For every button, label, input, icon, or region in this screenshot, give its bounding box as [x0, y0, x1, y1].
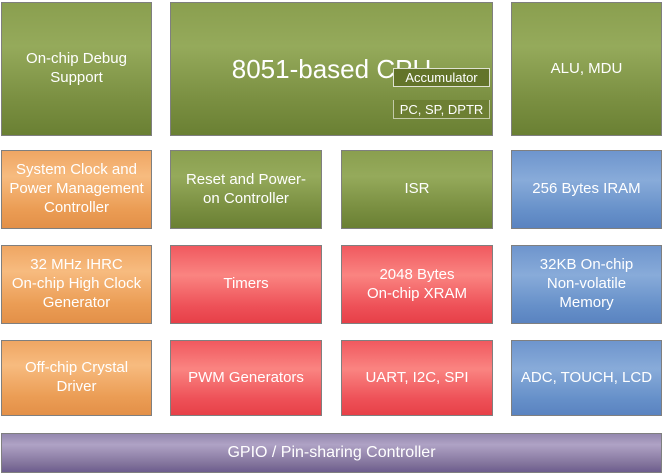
block-iram: 256 Bytes IRAM [511, 150, 662, 229]
block-label: 2048 Bytes On-chip XRAM [366, 265, 468, 302]
block-non-volatile-memory: 32KB On-chip Non-volatile Memory [511, 245, 662, 324]
block-label: 32 MHz IHRC On-chip High Clock Generator [11, 256, 142, 311]
block-8051-cpu: 8051-based CPU Accumulator PC, SP, DPTR [170, 2, 493, 136]
block-system-clock-power-management: System Clock and Power Management Contro… [1, 150, 152, 229]
block-isr: ISR [341, 150, 493, 229]
cpu-registers-group: Accumulator PC, SP, DPTR [393, 55, 490, 132]
block-ihrc-clock-generator: 32 MHz IHRC On-chip High Clock Generator [1, 245, 152, 324]
block-label: GPIO / Pin-sharing Controller [227, 444, 436, 461]
block-gpio-pin-sharing-controller: GPIO / Pin-sharing Controller [1, 433, 662, 473]
block-label: System Clock and Power Management Contro… [9, 161, 144, 216]
block-label: Off-chip Crystal Driver [24, 359, 129, 395]
block-uart-i2c-spi: UART, I2C, SPI [341, 340, 493, 416]
register-label: PC, SP, DPTR [399, 101, 484, 117]
register-label: Accumulator [405, 70, 478, 85]
block-alu-mdu: ALU, MDU [511, 2, 662, 136]
cpu-register-accumulator: Accumulator [393, 68, 490, 87]
block-label: UART, I2C, SPI [365, 368, 469, 386]
cpu-register-pc-sp-dptr: PC, SP, DPTR [393, 100, 490, 119]
block-label: Timers [223, 275, 269, 293]
block-label: ISR [404, 180, 430, 198]
block-timers: Timers [170, 245, 322, 324]
block-on-chip-debug-support: On-chip Debug Support [1, 2, 152, 136]
block-adc-touch-lcd: ADC, TOUCH, LCD [511, 340, 662, 416]
block-pwm-generators: PWM Generators [170, 340, 322, 416]
block-label: 256 Bytes IRAM [532, 180, 641, 198]
block-label: On-chip Debug Support [26, 50, 127, 86]
block-xram: 2048 Bytes On-chip XRAM [341, 245, 493, 324]
block-label: PWM Generators [188, 368, 304, 386]
block-label: ALU, MDU [550, 59, 623, 77]
block-off-chip-crystal-driver: Off-chip Crystal Driver [1, 340, 152, 416]
block-label: Reset and Power- on Controller [185, 170, 307, 207]
block-label: ADC, TOUCH, LCD [520, 368, 653, 386]
block-reset-power-on-controller: Reset and Power- on Controller [170, 150, 322, 229]
block-label: 32KB On-chip Non-volatile Memory [539, 256, 634, 311]
